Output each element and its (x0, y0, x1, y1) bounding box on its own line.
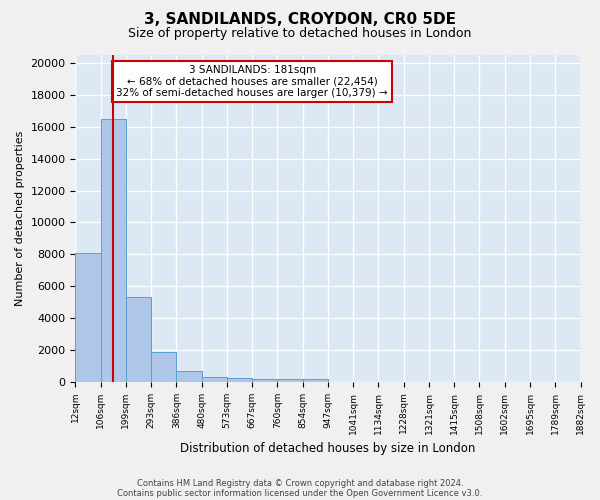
Bar (302, 380, 328, 382)
Bar (277, 379, 302, 382)
Bar (176, 370, 202, 382)
Text: Size of property relative to detached houses in London: Size of property relative to detached ho… (128, 28, 472, 40)
Text: Contains HM Land Registry data © Crown copyright and database right 2024.: Contains HM Land Registry data © Crown c… (137, 478, 463, 488)
Bar (126, 298, 151, 382)
Text: 3 SANDILANDS: 181sqm
← 68% of detached houses are smaller (22,454)
32% of semi-d: 3 SANDILANDS: 181sqm ← 68% of detached h… (116, 65, 388, 98)
Text: Contains public sector information licensed under the Open Government Licence v3: Contains public sector information licen… (118, 488, 482, 498)
Y-axis label: Number of detached properties: Number of detached properties (15, 130, 25, 306)
X-axis label: Distribution of detached houses by size in London: Distribution of detached houses by size … (180, 442, 476, 455)
Bar (202, 377, 227, 382)
Bar (252, 378, 277, 382)
Bar (76, 252, 101, 382)
Bar (151, 352, 176, 382)
Text: 3, SANDILANDS, CROYDON, CR0 5DE: 3, SANDILANDS, CROYDON, CR0 5DE (144, 12, 456, 28)
Bar (227, 378, 252, 382)
Bar (101, 119, 126, 382)
